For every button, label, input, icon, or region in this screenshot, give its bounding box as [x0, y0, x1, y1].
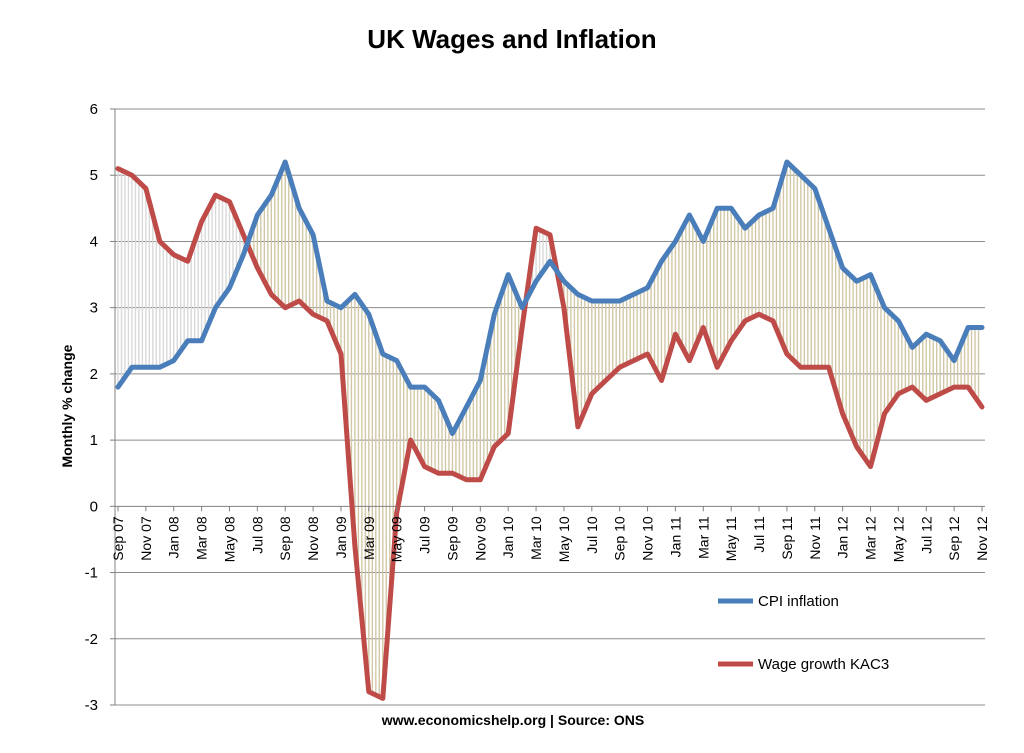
x-tick-label: May 08: [221, 516, 237, 562]
legend-label: Wage growth KAC3: [758, 656, 889, 673]
legend-label: CPI inflation: [758, 593, 839, 610]
source-note: www.economicshelp.org | Source: ONS: [381, 712, 644, 728]
x-tick-label: Sep 07: [110, 516, 126, 561]
x-tick-label: Sep 12: [946, 516, 962, 561]
x-tick-label: May 11: [723, 516, 739, 561]
y-tick-label: -3: [85, 697, 98, 714]
x-tick-label: Sep 10: [612, 516, 628, 561]
legend: CPI inflation Wage growth KAC3: [718, 593, 889, 673]
x-tick-label: May 12: [890, 516, 906, 562]
y-tick-label: 3: [90, 300, 98, 317]
x-tick-label: Mar 11: [695, 516, 711, 559]
x-axis-ticks: Sep 07 Nov 07 Jan 08 Mar 08 May 08 Jul 08 Sep …: [110, 506, 990, 562]
x-tick-label: May 10: [556, 516, 572, 562]
x-tick-label: Jan 10: [500, 516, 516, 558]
series-line-cpi-inflation: [115, 159, 985, 436]
x-tick-label: Jan 08: [166, 516, 182, 558]
y-tick-label: -2: [85, 631, 98, 648]
x-tick-label: Mar 10: [528, 516, 544, 560]
y-tick-label: 5: [90, 167, 98, 184]
x-tick-label: Mar 12: [863, 516, 879, 560]
y-tick-label: 1: [90, 432, 98, 449]
series-line-wage-growth: [115, 166, 985, 701]
x-tick-label: Jan 12: [835, 516, 851, 558]
x-tick-label: Nov 10: [640, 516, 656, 561]
x-tick-label: May 09: [389, 516, 405, 562]
y-tick-label: 6: [90, 101, 98, 118]
x-tick-label: Nov 09: [472, 516, 488, 561]
y-axis-ticks: -3 -2 -1 0 1 2 3 4 5 6: [85, 101, 115, 714]
x-tick-label: Jan 09: [333, 516, 349, 558]
x-tick-label: Jul 11: [751, 516, 767, 553]
chart-title: UK Wages and Inflation: [367, 24, 656, 54]
y-tick-label: 2: [90, 366, 98, 383]
x-tick-label: Jul 08: [249, 516, 265, 554]
series-lines: [115, 159, 985, 701]
x-tick-label: Jan 11: [667, 516, 683, 557]
x-tick-label: Nov 08: [305, 516, 321, 561]
y-tick-label: 0: [90, 498, 98, 515]
y-tick-label: -1: [85, 565, 98, 582]
x-tick-label: Nov 11: [807, 516, 823, 560]
x-tick-label: Jul 09: [417, 516, 433, 554]
x-tick-label: Jul 12: [918, 516, 934, 554]
x-tick-label: Sep 09: [444, 516, 460, 561]
y-axis-label: Monthly % change: [59, 344, 75, 467]
x-tick-label: Nov 12: [974, 516, 990, 561]
x-tick-label: Mar 08: [194, 516, 210, 560]
x-tick-label: Sep 11: [779, 516, 795, 560]
x-tick-label: Sep 08: [277, 516, 293, 561]
gridlines: [115, 108, 985, 706]
x-tick-label: Mar 09: [361, 516, 377, 560]
x-tick-label: Nov 07: [138, 516, 154, 561]
y-tick-label: 4: [90, 233, 98, 250]
x-tick-label: Jul 10: [584, 516, 600, 554]
